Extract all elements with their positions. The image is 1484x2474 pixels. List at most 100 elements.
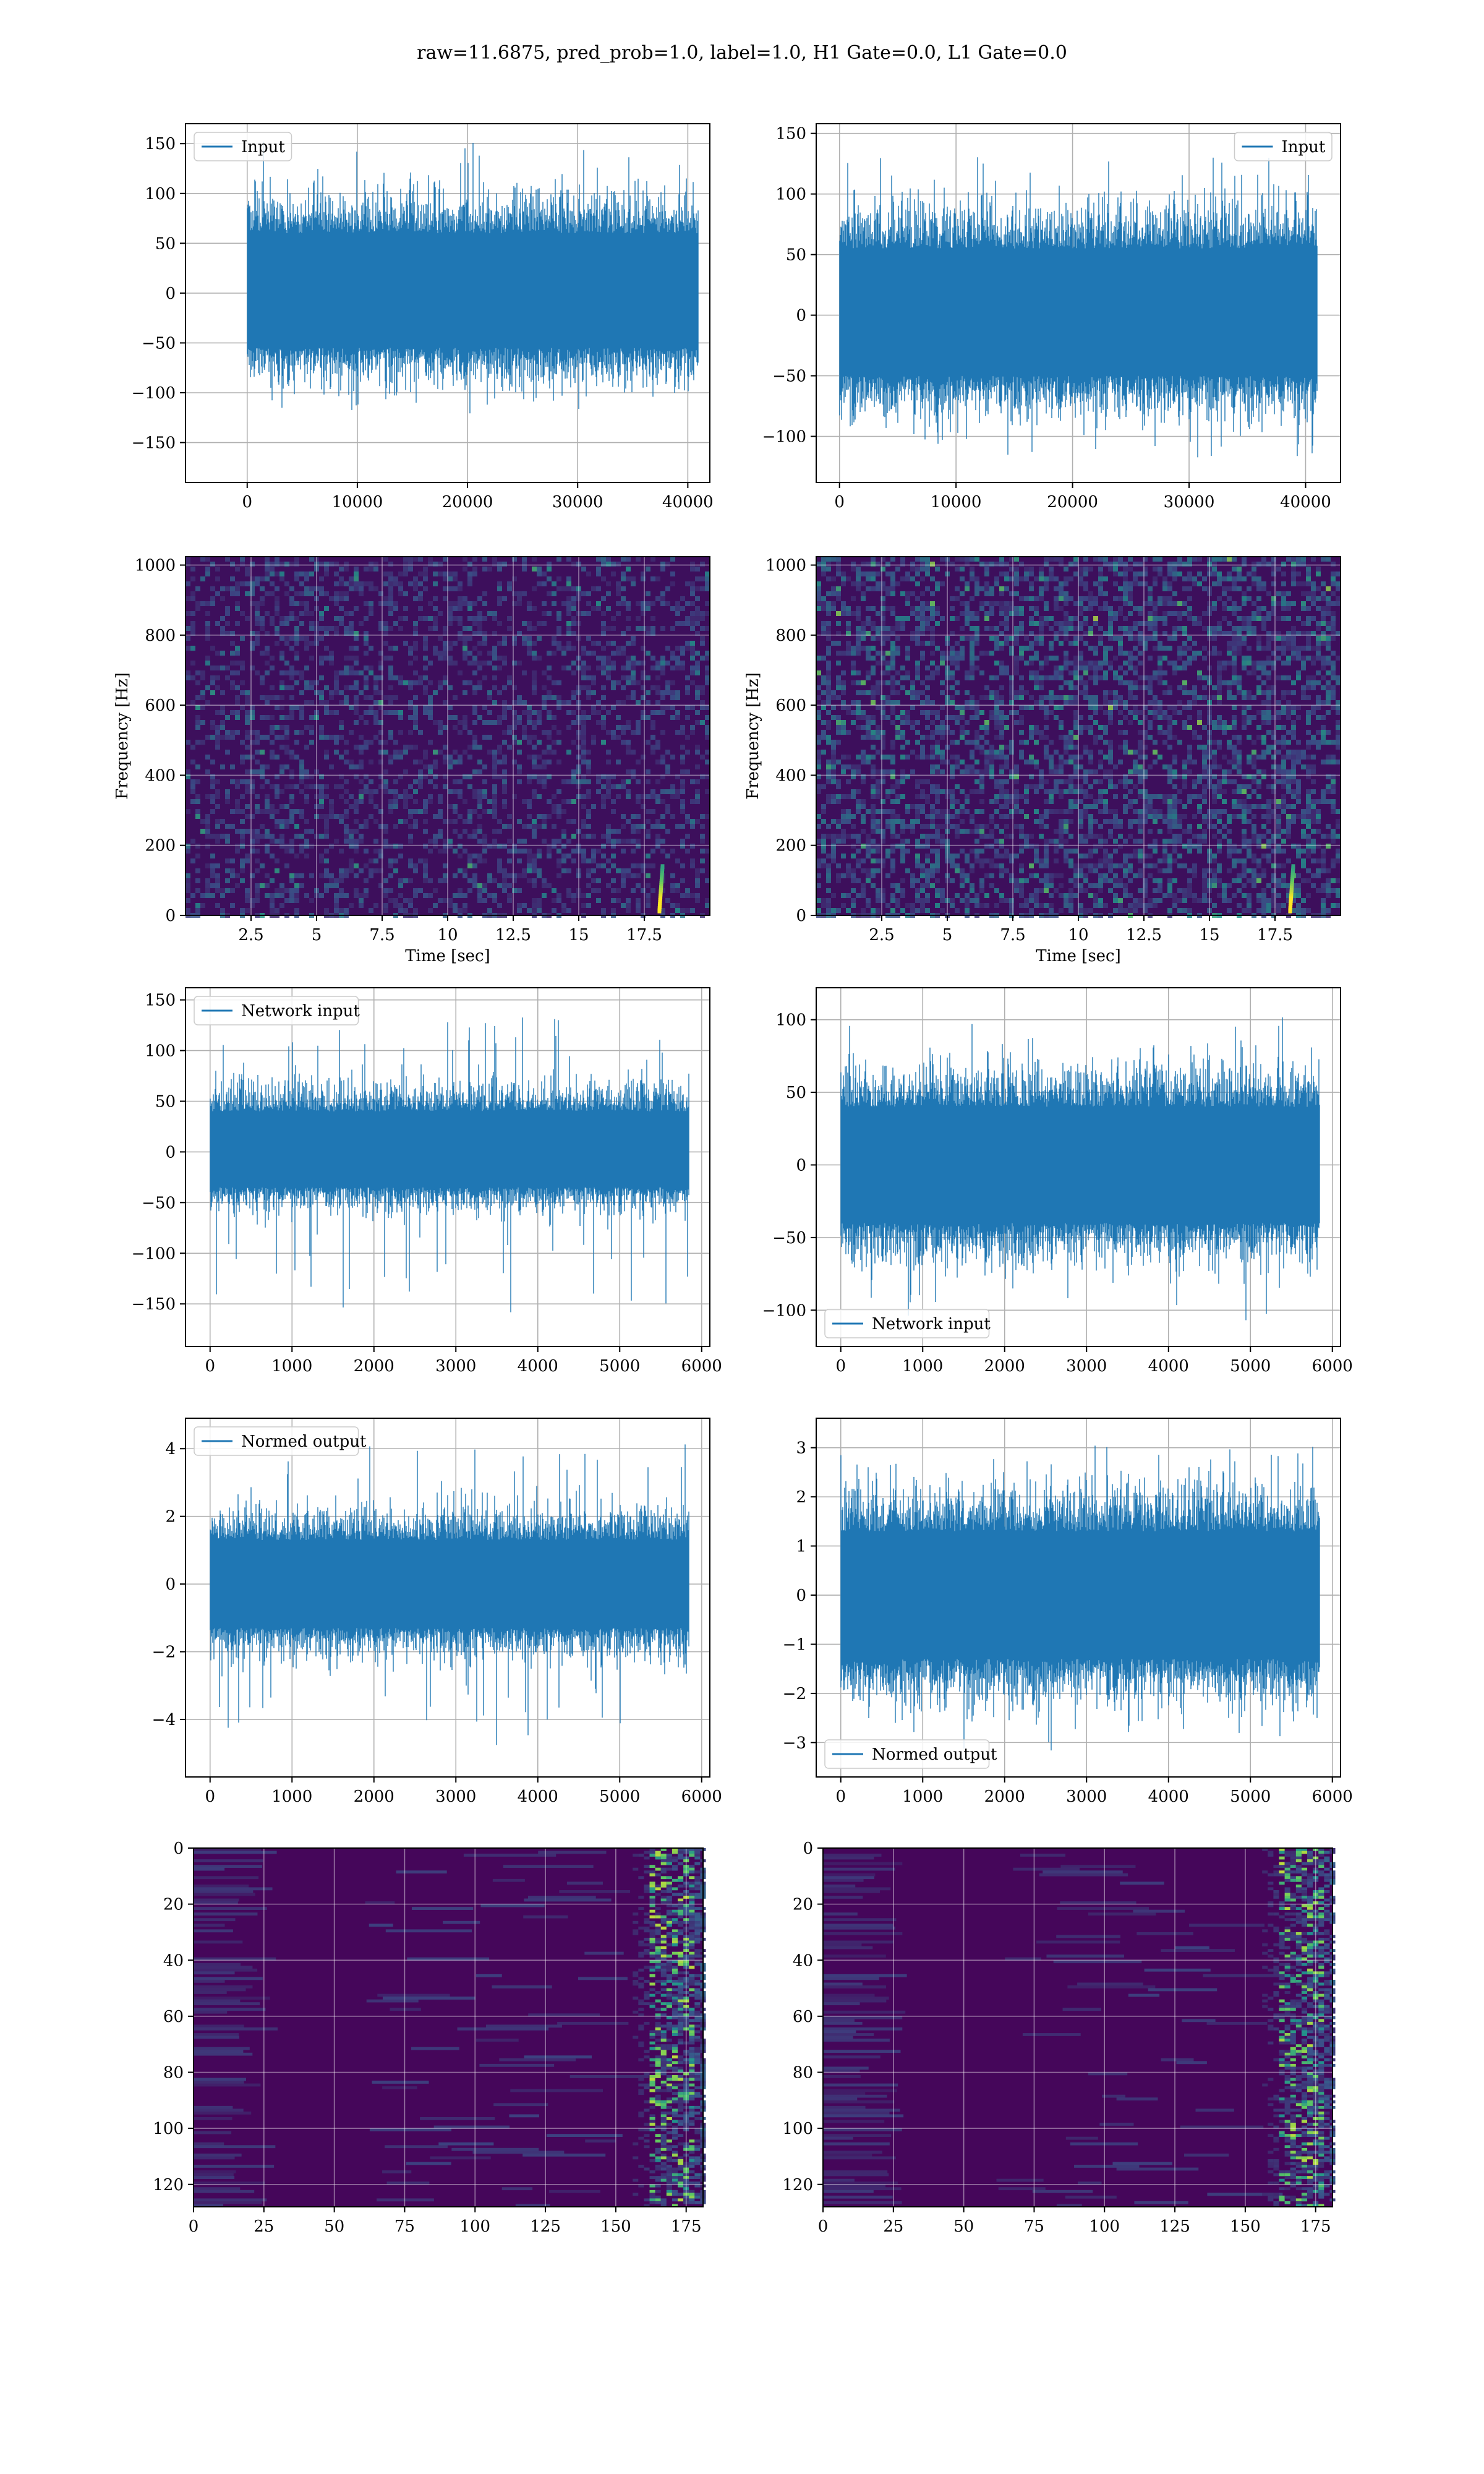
x-tick-label: 25 — [254, 2217, 274, 2236]
legend-box — [824, 1739, 990, 1769]
x-tick-label: 15 — [568, 926, 589, 944]
legend: Input — [194, 132, 292, 161]
x-tick-label: 10000 — [332, 493, 383, 511]
x-tick-label: 20000 — [1047, 493, 1098, 511]
x-tick-label: 2000 — [354, 1787, 394, 1806]
x-tick-label: 2.5 — [869, 926, 894, 944]
y-tick-label: −3 — [783, 1734, 806, 1752]
x-tick-label: 17.5 — [626, 926, 662, 944]
waveform-series — [839, 157, 1318, 458]
waveform-series — [840, 1445, 1320, 1751]
y-tick-label: 80 — [793, 2064, 813, 2082]
axes-frame — [816, 556, 1341, 916]
x-tick-label: 125 — [530, 2217, 561, 2236]
y-tick-label: 800 — [145, 627, 176, 645]
legend: Normed output — [194, 1426, 367, 1456]
x-tick-label: 30000 — [552, 493, 603, 511]
y-tick-label: 0 — [165, 285, 176, 303]
waveform-series — [840, 1017, 1320, 1320]
waveform-series — [247, 141, 699, 414]
legend-label: Input — [1282, 138, 1326, 156]
y-tick-label: 2 — [165, 1508, 176, 1526]
x-tick-label: 7.5 — [1000, 926, 1025, 944]
y-tick-label: 50 — [155, 234, 176, 253]
axes-frame — [185, 1418, 710, 1778]
chart-norm-l1: 0 1000 2000 3000 4000 5000 6000 −3 −2 −1 0 1 2 3 Norme… — [783, 1418, 1353, 1806]
y-tick-label: 0 — [796, 307, 806, 325]
x-tick-label: 0 — [834, 493, 845, 511]
chart-feat-l1: 0 25 50 75 100 125 150 175 0 20 40 60 80 100 120 — [782, 1839, 1336, 2236]
x-tick-label: 75 — [394, 2217, 415, 2236]
y-tick-label: 60 — [163, 2008, 184, 2026]
x-tick-label: 4000 — [518, 1787, 558, 1806]
legend: Normed output — [824, 1739, 997, 1769]
y-tick-label: −100 — [132, 384, 176, 403]
spectrogram-image — [186, 557, 710, 918]
y-tick-label: 4 — [165, 1440, 176, 1458]
x-tick-label: 3000 — [435, 1787, 476, 1806]
x-tick-label: 1000 — [271, 1787, 312, 1806]
x-tick-label: 10 — [1068, 926, 1088, 944]
y-tick-label: −50 — [772, 1229, 806, 1248]
x-axis-label: Time [sec] — [1036, 947, 1121, 965]
y-tick-label: 400 — [775, 766, 806, 785]
y-tick-label: −2 — [152, 1643, 176, 1662]
chart-net-l1: 0 1000 2000 3000 4000 5000 6000 −100 −50 0 50 100 Ne… — [762, 987, 1353, 1376]
y-tick-label: 50 — [786, 1084, 806, 1102]
x-tick-label: 3000 — [1066, 1357, 1107, 1376]
y-tick-label: 60 — [793, 2008, 813, 2026]
x-tick-label: 125 — [1159, 2217, 1190, 2236]
y-tick-label: 150 — [145, 991, 176, 1010]
x-tick-label: 40000 — [1280, 493, 1331, 511]
x-tick-label: 6000 — [681, 1357, 722, 1376]
x-tick-label: 5 — [942, 926, 953, 944]
x-tick-label: 0 — [205, 1357, 215, 1376]
y-tick-label: 0 — [796, 907, 806, 925]
x-tick-label: 12.5 — [1126, 926, 1162, 944]
chart-norm-h1: 0 1000 2000 3000 4000 5000 6000 −4 −2 0 2 4 Normed o… — [152, 1418, 722, 1806]
y-tick-label: 1 — [796, 1538, 806, 1556]
y-tick-label: 100 — [153, 2120, 184, 2138]
waveform-series — [210, 1017, 689, 1312]
x-tick-label: 1000 — [902, 1787, 943, 1806]
y-tick-label: 1000 — [765, 557, 806, 575]
x-tick-label: 50 — [953, 2217, 974, 2236]
x-tick-label: 6000 — [1312, 1787, 1353, 1806]
chart-feat-h1: 0 25 50 75 100 125 150 175 0 20 40 60 80 100 120 — [153, 1839, 706, 2236]
axes-frame — [193, 1847, 704, 2207]
x-tick-label: 100 — [459, 2217, 490, 2236]
y-axis-label: Frequency [Hz] — [113, 672, 132, 800]
x-tick-label: 25 — [883, 2217, 903, 2236]
x-axis-label: Time [sec] — [405, 947, 490, 965]
y-tick-label: 0 — [165, 1143, 176, 1162]
y-tick-label: 150 — [775, 125, 806, 143]
legend-box — [194, 996, 359, 1025]
y-tick-label: 120 — [782, 2176, 813, 2194]
y-tick-label: 100 — [145, 1042, 176, 1061]
y-tick-label: 40 — [793, 1951, 813, 1970]
x-tick-label: 4000 — [1148, 1357, 1189, 1376]
chart-input-h1: 0 10000 20000 30000 40000 −150 −100 −50 0 50 100 15… — [132, 123, 714, 511]
y-tick-label: 20 — [793, 1896, 813, 1914]
y-tick-label: −150 — [132, 434, 176, 453]
x-tick-label: 100 — [1089, 2217, 1120, 2236]
y-tick-label: 50 — [155, 1093, 176, 1111]
y-tick-label: 600 — [145, 696, 176, 715]
y-tick-label: 100 — [775, 1011, 806, 1030]
x-tick-label: 50 — [324, 2217, 344, 2236]
y-tick-label: 2 — [796, 1488, 806, 1507]
legend-label: Network input — [241, 1002, 360, 1021]
legend-box — [824, 1309, 990, 1338]
legend-box — [1234, 132, 1333, 161]
y-tick-label: 0 — [796, 1156, 806, 1175]
y-tick-label: 1000 — [135, 557, 176, 575]
y-tick-label: −150 — [132, 1295, 176, 1314]
y-tick-label: 0 — [796, 1586, 806, 1605]
y-tick-label: 100 — [145, 185, 176, 203]
y-tick-label: −50 — [142, 334, 176, 353]
y-tick-label: 800 — [775, 627, 806, 645]
x-tick-label: 12.5 — [495, 926, 531, 944]
axes-frame — [185, 123, 710, 483]
x-tick-label: 2000 — [984, 1787, 1025, 1806]
